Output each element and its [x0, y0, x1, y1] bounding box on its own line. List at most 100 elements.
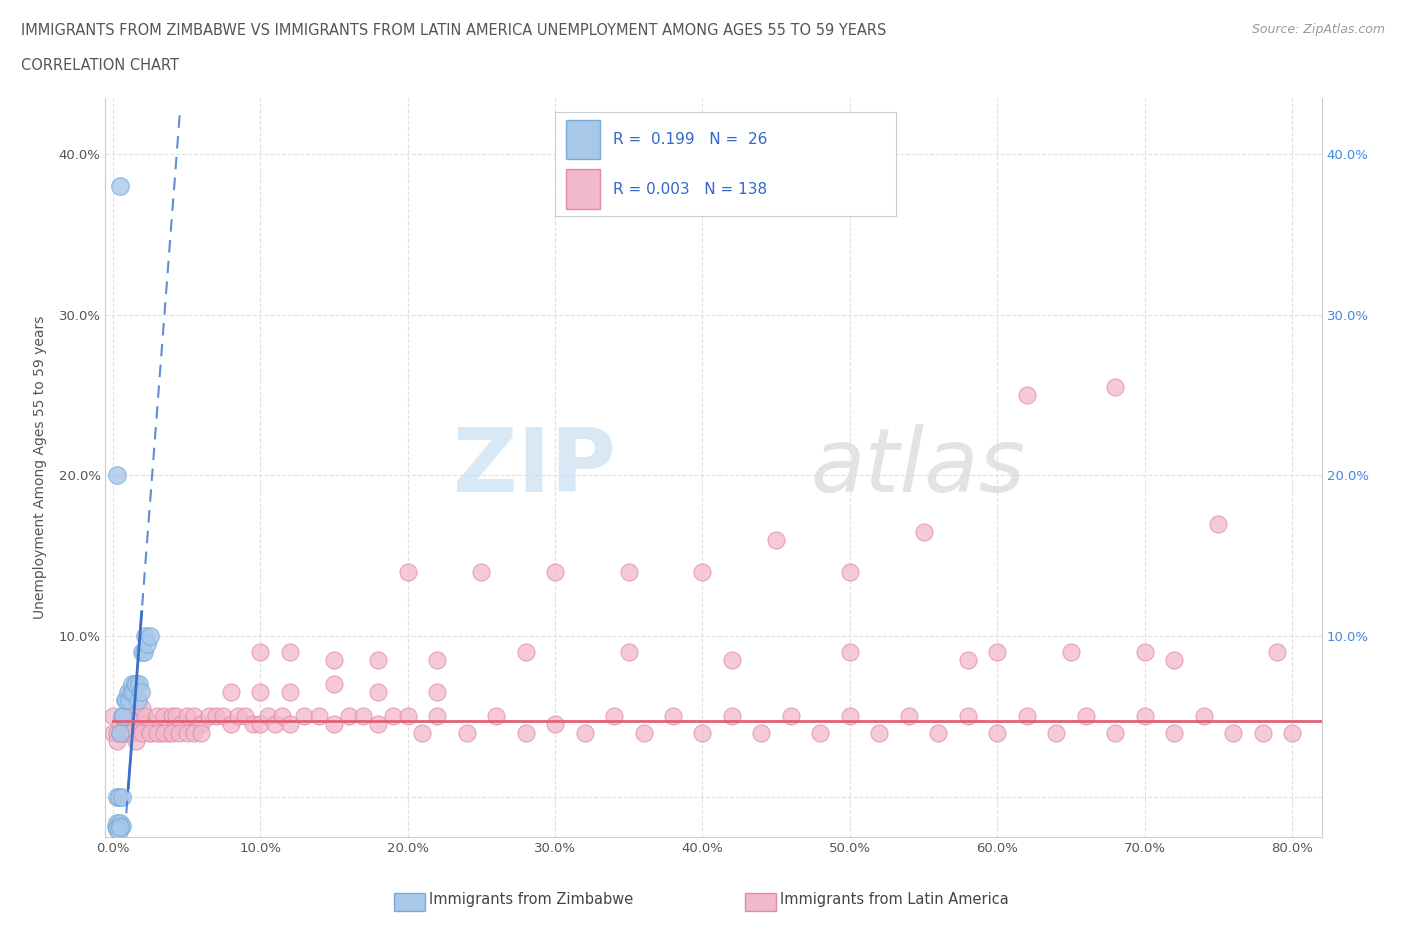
Point	[470, 565, 492, 579]
Point	[108, 717, 131, 732]
Point	[176, 725, 198, 740]
Point	[485, 709, 508, 724]
Point	[107, 818, 129, 833]
Point	[118, 693, 141, 708]
Point	[544, 717, 567, 732]
Point	[765, 532, 787, 547]
Point	[128, 677, 150, 692]
Point	[121, 677, 143, 692]
Point	[367, 717, 389, 732]
Point	[278, 644, 301, 659]
Point	[190, 717, 212, 732]
Point	[692, 565, 714, 579]
Point	[308, 709, 330, 724]
Point	[1104, 725, 1126, 740]
Point	[125, 677, 148, 692]
Point	[107, 790, 129, 804]
Point	[956, 709, 979, 724]
Text: ZIP: ZIP	[454, 424, 616, 511]
Point	[117, 725, 139, 740]
Point	[323, 717, 346, 732]
Y-axis label: Unemployment Among Ages 55 to 59 years: Unemployment Among Ages 55 to 59 years	[34, 315, 48, 619]
Point	[692, 725, 714, 740]
Point	[662, 709, 685, 724]
Point	[112, 725, 135, 740]
Point	[190, 725, 212, 740]
Point	[114, 709, 136, 724]
Point	[381, 709, 404, 724]
Point	[125, 733, 148, 748]
Point	[131, 701, 153, 716]
Point	[108, 725, 131, 740]
Point	[111, 790, 134, 804]
Point	[367, 684, 389, 699]
Point	[183, 709, 205, 724]
Text: atlas: atlas	[811, 424, 1026, 511]
Point	[107, 823, 129, 838]
Point	[1015, 709, 1038, 724]
Point	[323, 677, 346, 692]
Point	[124, 717, 146, 732]
Point	[146, 709, 169, 724]
Point	[927, 725, 949, 740]
Point	[411, 725, 433, 740]
Point	[205, 709, 228, 724]
Point	[396, 565, 419, 579]
Point	[617, 644, 640, 659]
Point	[117, 684, 139, 699]
Point	[426, 684, 449, 699]
Point	[897, 709, 920, 724]
Point	[396, 709, 419, 724]
Point	[235, 709, 257, 724]
Point	[426, 709, 449, 724]
Point	[138, 725, 160, 740]
Point	[212, 709, 235, 724]
Point	[249, 717, 271, 732]
Point	[617, 565, 640, 579]
Point	[114, 693, 136, 708]
Text: Immigrants from Zimbabwe: Immigrants from Zimbabwe	[429, 892, 633, 907]
Point	[105, 815, 128, 830]
Point	[112, 709, 135, 724]
Text: Source: ZipAtlas.com: Source: ZipAtlas.com	[1251, 23, 1385, 36]
Point	[352, 709, 374, 724]
Point	[986, 644, 1008, 659]
Point	[912, 525, 935, 539]
Point	[1015, 388, 1038, 403]
Point	[515, 725, 537, 740]
Point	[810, 725, 832, 740]
Point	[101, 725, 124, 740]
Point	[132, 644, 155, 659]
Point	[134, 629, 156, 644]
Point	[721, 653, 744, 668]
Point	[120, 684, 142, 699]
Point	[124, 677, 146, 692]
Text: CORRELATION CHART: CORRELATION CHART	[21, 58, 179, 73]
Point	[633, 725, 655, 740]
Point	[111, 818, 134, 833]
Point	[105, 821, 128, 836]
Point	[1267, 644, 1289, 659]
Point	[197, 709, 219, 724]
Point	[149, 725, 172, 740]
Point	[127, 693, 149, 708]
Point	[105, 790, 128, 804]
Point	[271, 709, 294, 724]
Point	[1251, 725, 1274, 740]
Point	[121, 725, 143, 740]
Point	[1192, 709, 1215, 724]
Point	[167, 725, 190, 740]
Point	[780, 709, 803, 724]
Point	[183, 725, 205, 740]
Point	[956, 653, 979, 668]
Point	[1074, 709, 1097, 724]
Point	[153, 725, 176, 740]
Text: IMMIGRANTS FROM ZIMBABWE VS IMMIGRANTS FROM LATIN AMERICA UNEMPLOYMENT AMONG AGE: IMMIGRANTS FROM ZIMBABWE VS IMMIGRANTS F…	[21, 23, 886, 38]
Point	[219, 717, 242, 732]
Point	[157, 725, 180, 740]
Point	[128, 709, 150, 724]
Point	[131, 644, 153, 659]
Point	[112, 709, 135, 724]
Point	[294, 709, 316, 724]
Point	[574, 725, 596, 740]
